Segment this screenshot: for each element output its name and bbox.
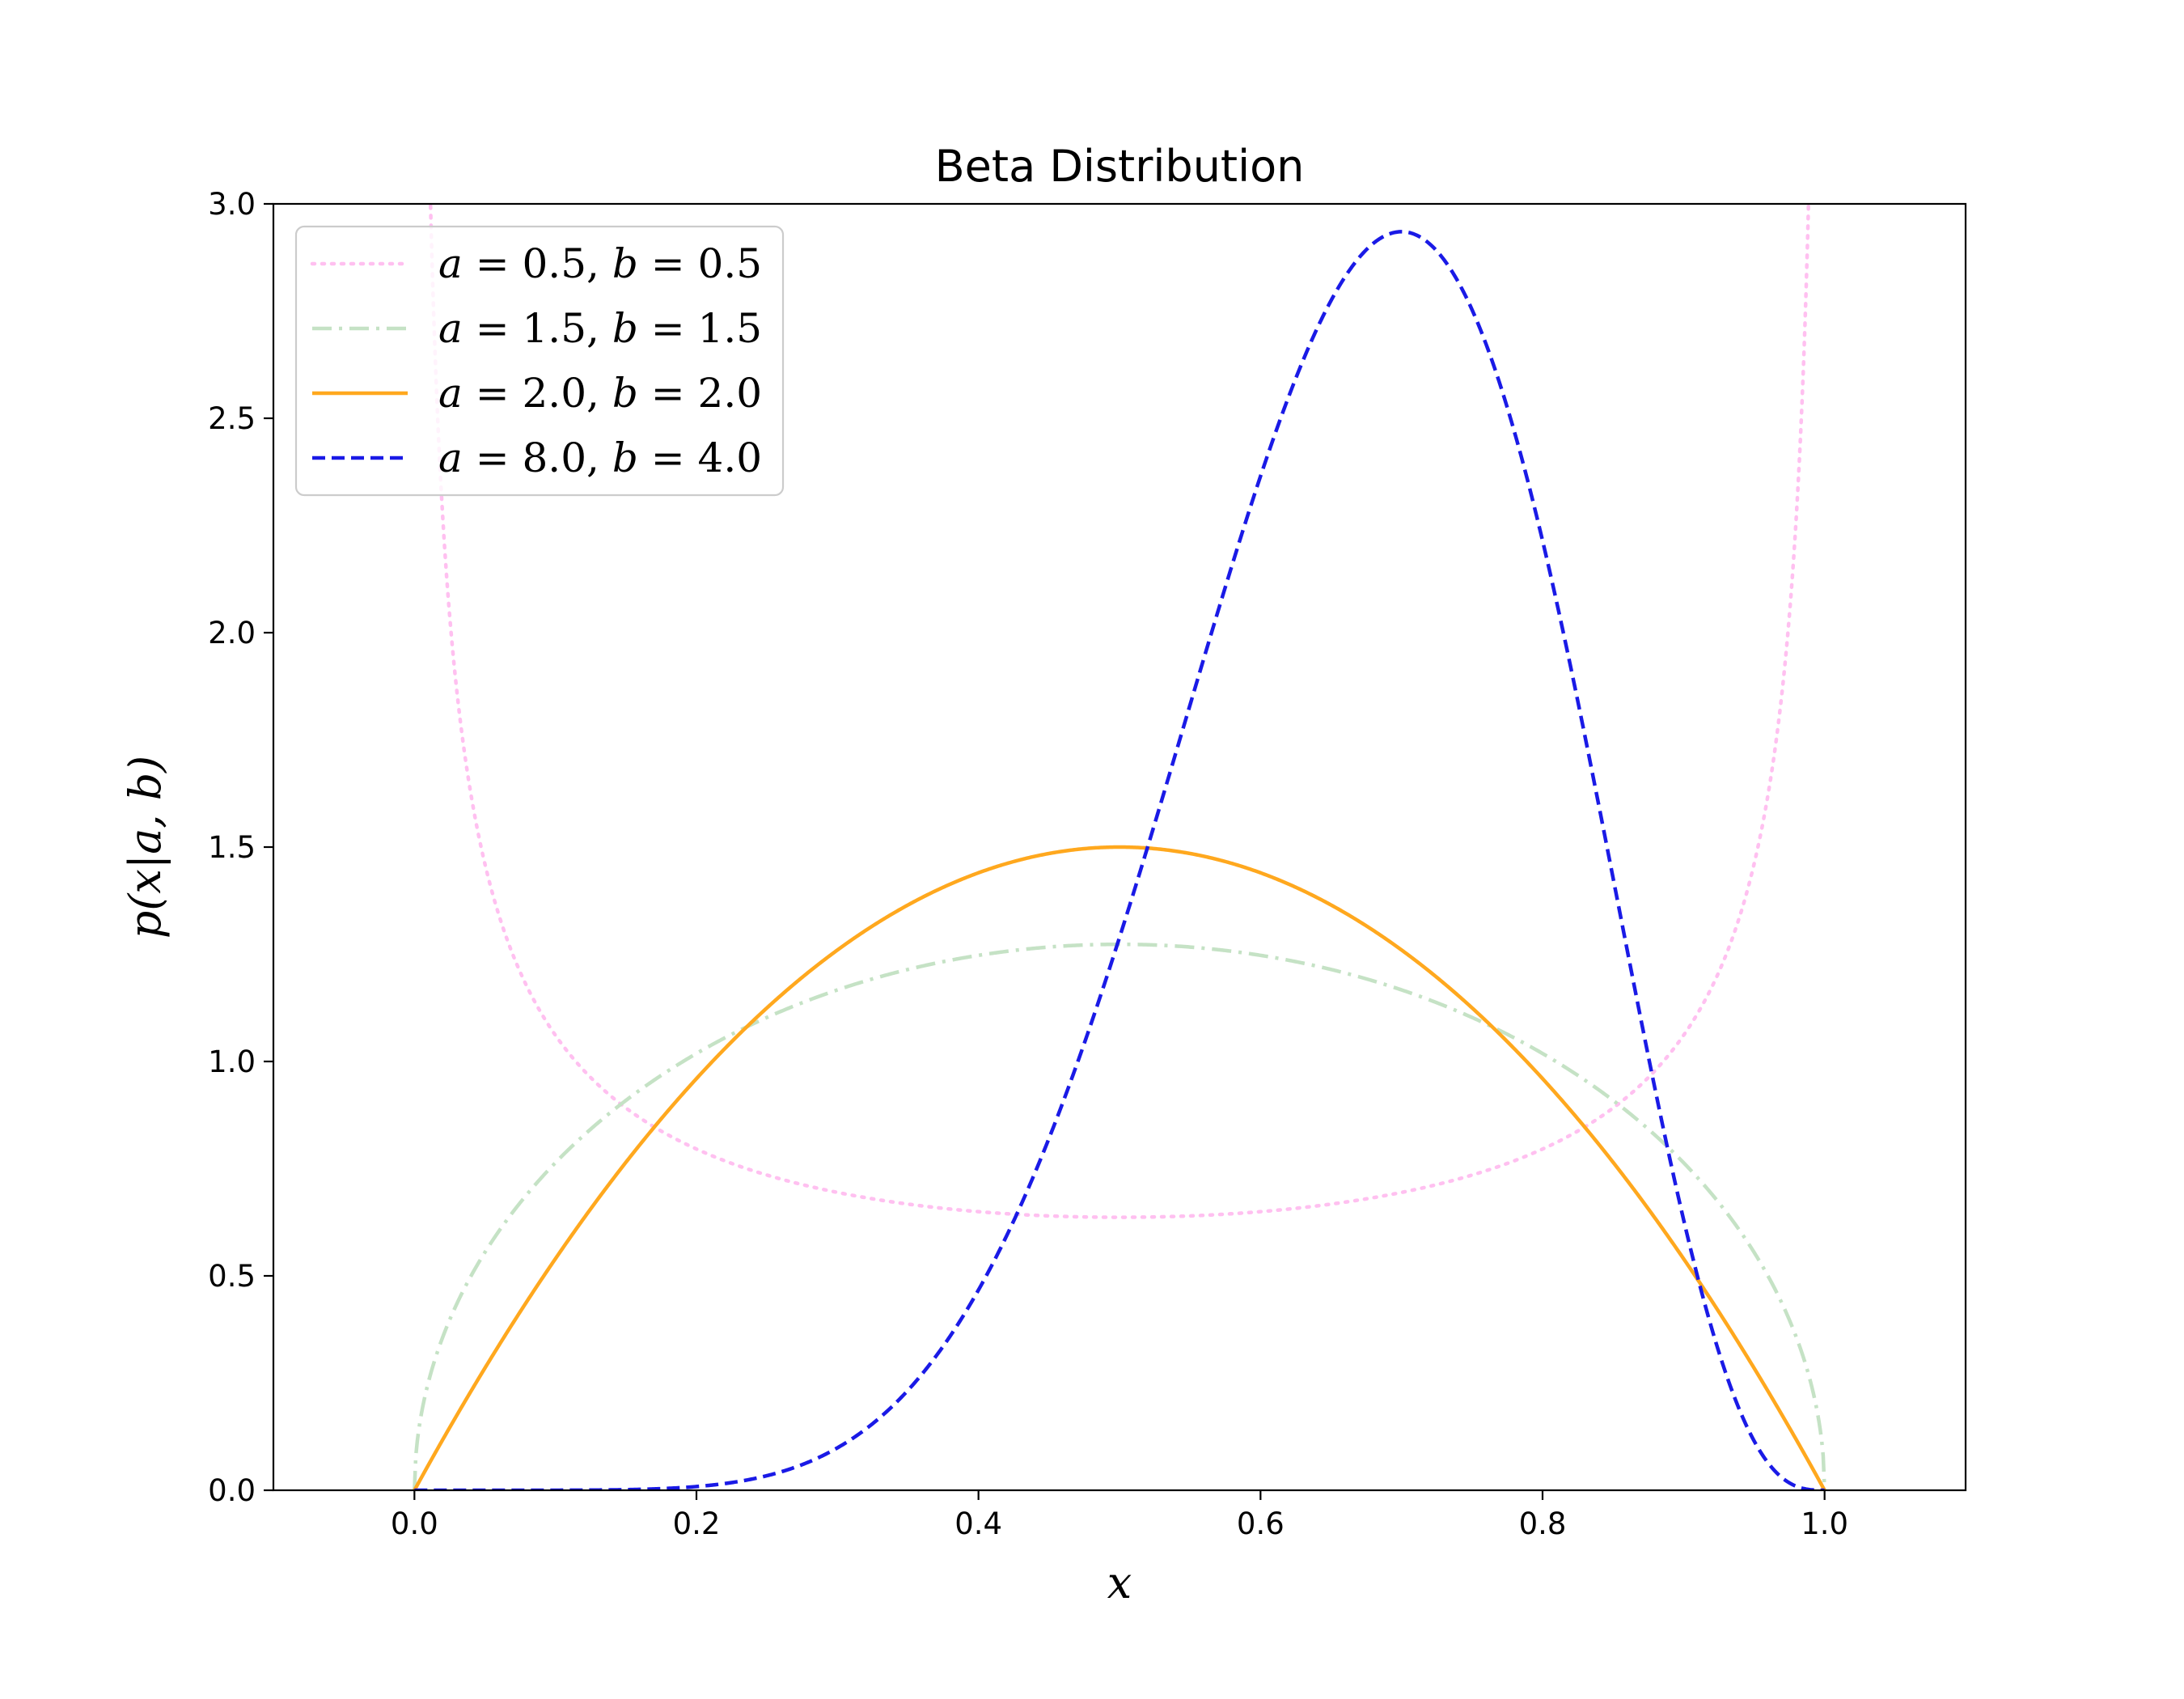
y-tick-label: 2.5 xyxy=(208,401,256,436)
chart-title: Beta Distribution xyxy=(935,141,1305,192)
legend-var-a: a xyxy=(438,240,463,287)
legend-value-b: 1.5 xyxy=(698,305,763,352)
legend-equals: = xyxy=(638,370,698,417)
legend-var-a: a xyxy=(438,434,463,481)
legend-separator: , xyxy=(586,305,612,352)
series-line-2 xyxy=(413,845,1826,1490)
y-tick-label: 3.0 xyxy=(208,187,256,222)
legend-value-b: 0.5 xyxy=(698,240,763,287)
legend-var-b: b xyxy=(612,370,638,417)
legend-box xyxy=(294,225,785,497)
legend-value-a: 0.5 xyxy=(523,240,587,287)
x-axis-label: x xyxy=(1107,1557,1132,1608)
x-tick-label: 0.0 xyxy=(391,1506,438,1541)
y-tick-label: 1.0 xyxy=(208,1044,256,1079)
legend-equals: = xyxy=(463,240,523,287)
legend-separator: , xyxy=(586,370,612,417)
x-tick-label: 0.4 xyxy=(954,1506,1002,1541)
legend-entry-0: a = 0.5, b = 0.5 xyxy=(438,240,762,287)
y-tick-label: 0.0 xyxy=(208,1473,256,1508)
legend-value-a: 8.0 xyxy=(523,434,587,481)
y-tick-label: 2.0 xyxy=(208,616,256,650)
legend-separator: , xyxy=(586,240,612,287)
legend-var-b: b xyxy=(612,240,638,287)
curves-layer xyxy=(413,204,1826,1490)
y-axis: 0.0 0.5 1.0 1.5 2.0 2.5 3.0 xyxy=(208,187,273,1508)
legend-equals: = xyxy=(638,240,698,287)
y-tick-label: 1.5 xyxy=(208,830,256,865)
x-tick-label: 0.6 xyxy=(1237,1506,1285,1541)
series-line-1 xyxy=(413,942,1826,1490)
legend-equals: = xyxy=(463,434,523,481)
legend-separator: , xyxy=(586,434,612,481)
legend-value-b: 4.0 xyxy=(698,434,763,481)
legend-equals: = xyxy=(463,305,523,352)
x-tick-label: 0.8 xyxy=(1519,1506,1567,1541)
legend-entry-1: a = 1.5, b = 1.5 xyxy=(438,305,762,352)
legend-var-a: a xyxy=(438,305,463,352)
legend-entry-3: a = 8.0, b = 4.0 xyxy=(438,434,762,481)
legend-equals: = xyxy=(638,434,698,481)
x-tick-label: 0.2 xyxy=(673,1506,721,1541)
legend-var-b: b xyxy=(612,305,638,352)
legend-value-b: 2.0 xyxy=(698,370,763,417)
legend-var-a: a xyxy=(438,370,463,417)
y-axis-label: p(x|a, b) xyxy=(120,756,171,938)
series-line-3 xyxy=(414,230,1825,1490)
legend-value-a: 1.5 xyxy=(523,305,587,352)
legend-equals: = xyxy=(638,305,698,352)
legend-equals: = xyxy=(463,370,523,417)
y-tick-label: 0.5 xyxy=(208,1259,256,1294)
legend-var-b: b xyxy=(612,434,638,481)
x-tick-label: 1.0 xyxy=(1801,1506,1848,1541)
x-axis: 0.0 0.2 0.4 0.6 0.8 1.0 xyxy=(391,1490,1848,1541)
legend-entry-2: a = 2.0, b = 2.0 xyxy=(438,370,762,417)
legend: a = 0.5, b = 0.5a = 1.5, b = 1.5a = 2.0,… xyxy=(294,225,785,497)
legend-value-a: 2.0 xyxy=(523,370,587,417)
